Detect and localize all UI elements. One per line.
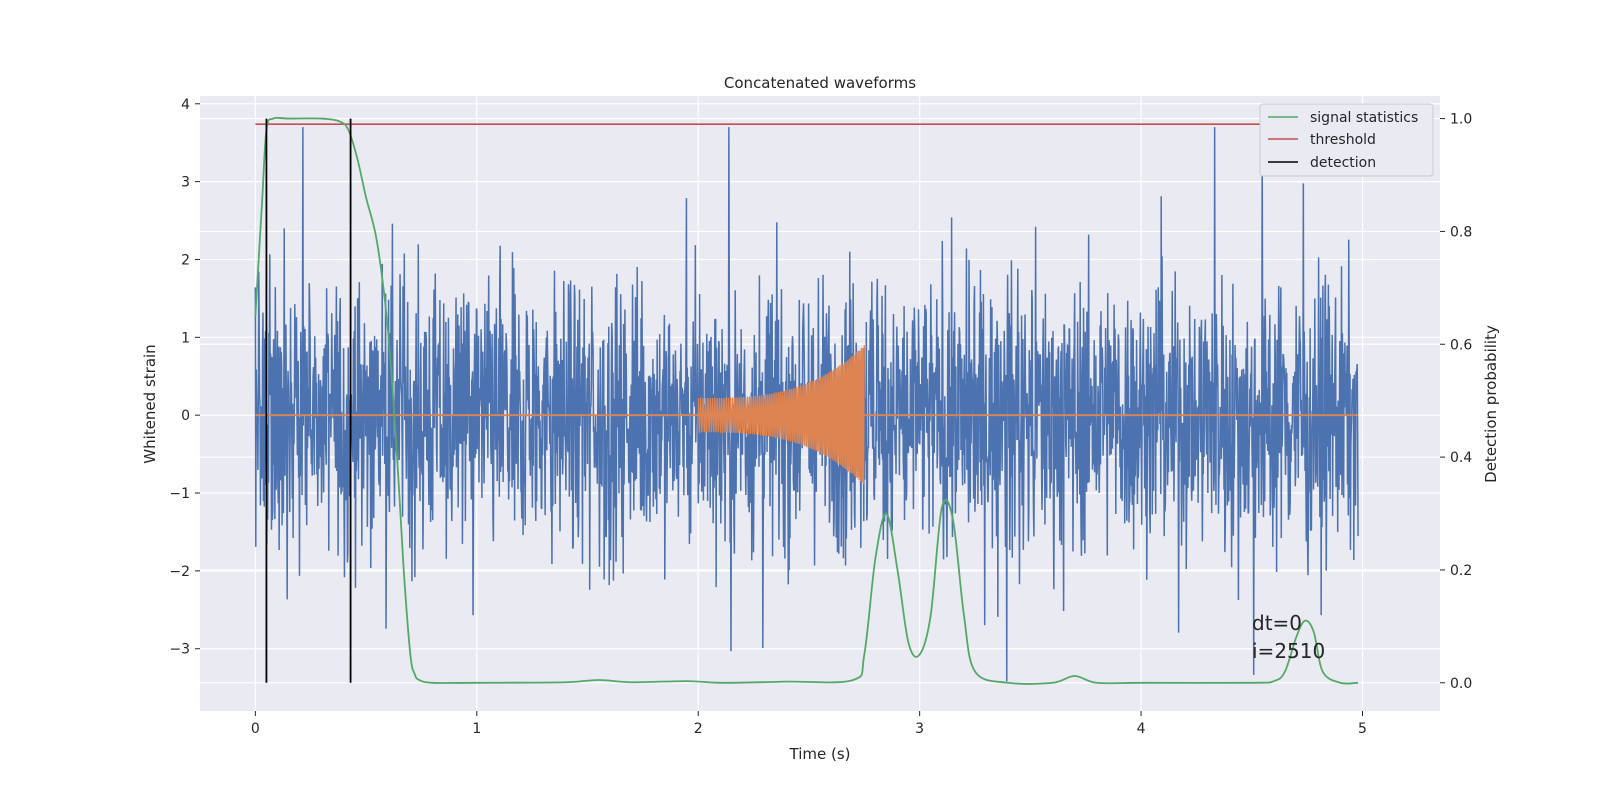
left-axis: −3 −2 −1 0 1 2 3 4 <box>169 97 200 658</box>
y-left-tick-label: 3 <box>181 175 190 191</box>
y-left-tick-label: 4 <box>181 97 190 113</box>
x-axis-label: Time (s) <box>789 745 851 763</box>
y-right-tick-label: 0.8 <box>1450 224 1472 240</box>
chart-title: Concatenated waveforms <box>724 74 916 92</box>
y-right-tick-label: 1.0 <box>1450 112 1472 128</box>
legend-box <box>1259 103 1434 177</box>
y-right-tick-label: 0.4 <box>1450 450 1472 466</box>
annotation-dt: dt=0 <box>1252 611 1302 635</box>
x-axis: 0 1 2 3 4 5 <box>251 711 1367 737</box>
x-tick-label: 5 <box>1358 721 1367 737</box>
x-tick-label: 1 <box>472 721 481 737</box>
y-right-tick-label: 0.2 <box>1450 563 1472 579</box>
plot-area <box>254 116 1359 685</box>
left-axis-label: Whitened strain <box>141 344 159 463</box>
annotation-index: i=2510 <box>1252 639 1325 663</box>
right-axis: 0.0 0.2 0.4 0.6 0.8 1.0 <box>1440 112 1472 692</box>
y-right-tick-label: 0.0 <box>1450 676 1472 692</box>
x-tick-label: 3 <box>915 721 924 737</box>
legend-label-signal-statistics: signal statistics <box>1310 110 1418 126</box>
y-right-tick-label: 0.6 <box>1450 337 1472 353</box>
x-tick-label: 4 <box>1137 721 1146 737</box>
legend-label-threshold: threshold <box>1310 132 1376 148</box>
legend: signal statistics threshold detection <box>1259 103 1434 177</box>
right-axis-label: Detection probability <box>1482 325 1500 483</box>
y-left-tick-label: 2 <box>181 252 190 268</box>
x-tick-label: 0 <box>251 721 260 737</box>
y-left-tick-label: −1 <box>169 486 190 502</box>
series-signal-statistics <box>254 116 1359 685</box>
y-left-tick-label: 0 <box>181 408 190 424</box>
y-left-tick-label: −3 <box>169 642 190 658</box>
legend-label-detection: detection <box>1310 155 1376 171</box>
y-left-tick-label: 1 <box>181 330 190 346</box>
series-injected-waveform <box>697 345 865 485</box>
y-left-tick-label: −2 <box>169 564 190 580</box>
x-tick-label: 2 <box>694 721 703 737</box>
